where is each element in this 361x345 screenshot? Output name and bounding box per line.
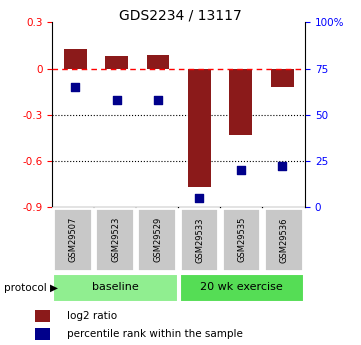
Bar (35, 328, 51, 341)
Text: baseline: baseline (92, 283, 139, 293)
Bar (105, 56, 128, 69)
Point (72, 84, 78, 90)
Bar (264, 208, 303, 271)
Bar (179, 208, 218, 271)
Bar (35, 309, 51, 322)
Text: GSM29536: GSM29536 (279, 217, 288, 263)
Text: log2 ratio: log2 ratio (67, 311, 117, 321)
Bar (188, 69, 211, 187)
Text: GSM29533: GSM29533 (195, 217, 204, 263)
Text: protocol ▶: protocol ▶ (4, 283, 58, 293)
Bar (95, 208, 134, 271)
Bar (271, 69, 293, 87)
Bar (222, 208, 260, 271)
Text: GDS2234 / 13117: GDS2234 / 13117 (119, 9, 242, 23)
Bar (138, 208, 176, 271)
Bar (147, 55, 169, 69)
Bar (180, 274, 304, 302)
Bar (53, 208, 92, 271)
Bar (64, 49, 87, 69)
Text: 20 wk exercise: 20 wk exercise (200, 283, 283, 293)
Text: GSM29535: GSM29535 (238, 217, 246, 263)
Point (238, 167, 244, 173)
Point (155, 97, 161, 103)
Text: GSM29529: GSM29529 (153, 217, 162, 263)
Text: GSM29523: GSM29523 (111, 217, 120, 263)
Text: GSM29507: GSM29507 (69, 217, 78, 263)
Point (196, 195, 202, 200)
Bar (229, 69, 252, 135)
Text: percentile rank within the sample: percentile rank within the sample (67, 329, 243, 339)
Point (279, 164, 285, 169)
Point (114, 97, 119, 103)
Bar (53, 274, 178, 302)
